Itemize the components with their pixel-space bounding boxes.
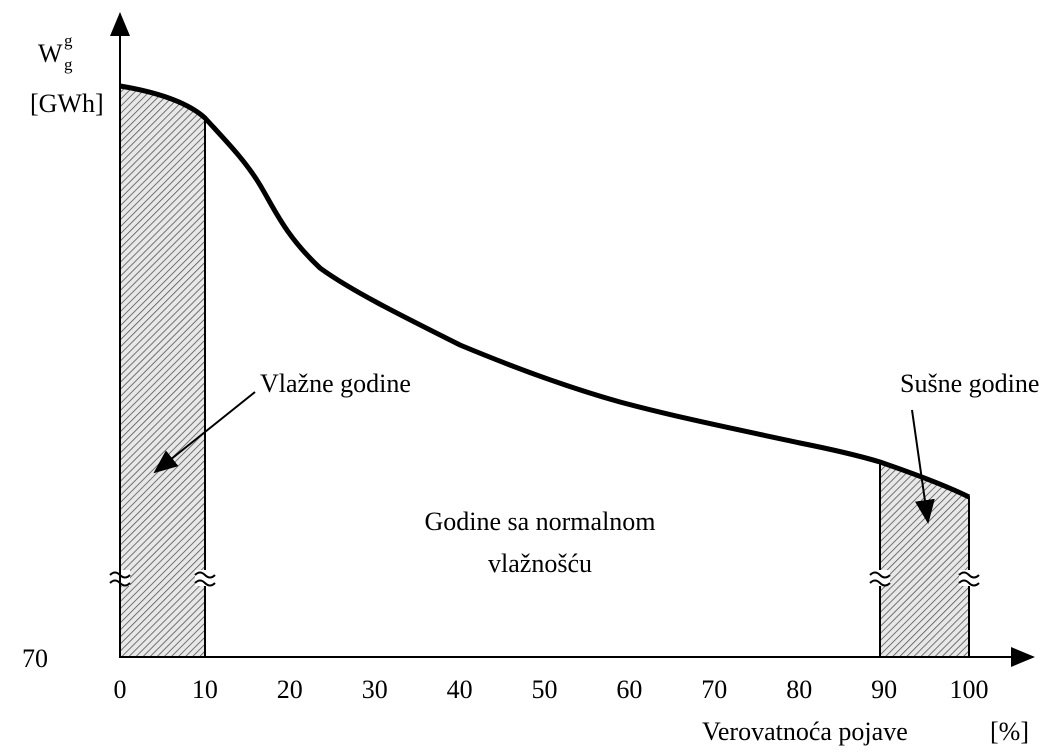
x-axis-label: Verovatnoća pojave (702, 717, 908, 746)
y-tick-label: 70 (22, 644, 48, 673)
annotation: Vlažne godine (260, 369, 411, 398)
curve (119, 83, 971, 500)
x-tick-label: 40 (447, 675, 473, 704)
y-axis-symbol: W (38, 39, 63, 68)
axis-breaks (109, 570, 980, 587)
x-tick-label: 10 (192, 675, 218, 704)
annotation: Godine sa normalnom (424, 507, 655, 536)
x-tick-label: 50 (532, 675, 558, 704)
x-tick-label: 100 (950, 675, 989, 704)
arrow (153, 391, 256, 474)
x-tick-label: 90 (871, 675, 897, 704)
annotation: Sušne godine (900, 369, 1039, 398)
y-axis-subscript: g (64, 55, 73, 74)
y-axis-superscript: g (64, 31, 73, 50)
arrow (911, 409, 935, 524)
x-tick-label: 20 (277, 675, 303, 704)
x-tick-label: 0 (114, 675, 127, 704)
x-axis-unit: [%] (990, 717, 1029, 746)
wet-region (119, 84, 206, 658)
x-tick-label: 30 (362, 675, 388, 704)
annotation: vlažnošću (488, 549, 592, 578)
x-tick-label: 60 (616, 675, 642, 704)
y-axis-unit: [GWh] (30, 89, 104, 118)
x-tick-label: 80 (786, 675, 812, 704)
x-tick-label: 70 (701, 675, 727, 704)
